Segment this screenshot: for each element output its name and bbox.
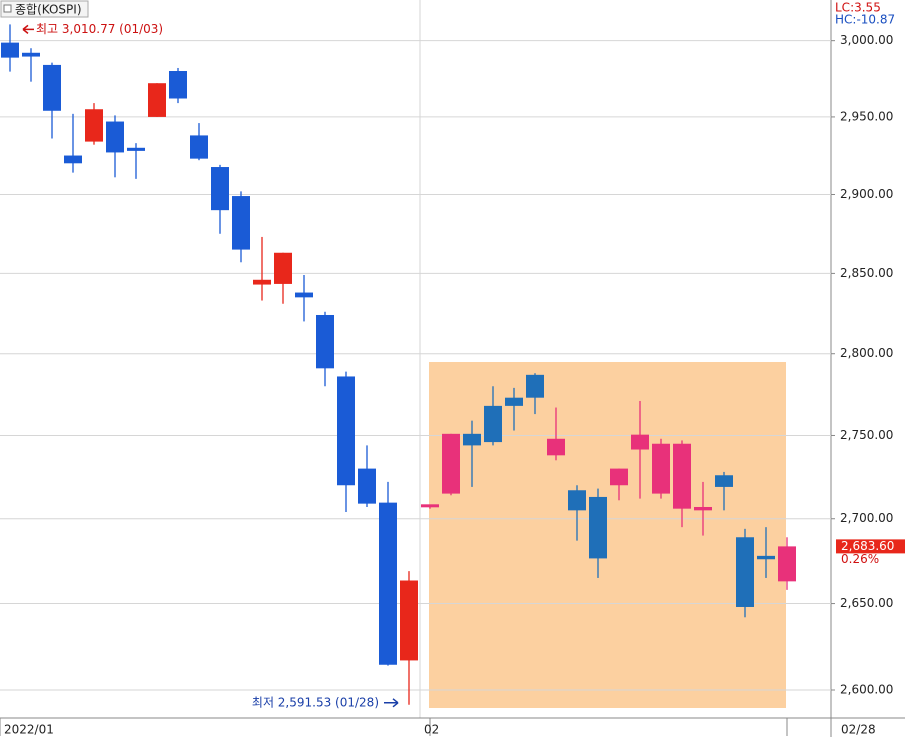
candle-body (232, 196, 250, 250)
candle-body (673, 443, 691, 509)
candle-body (379, 502, 397, 665)
y-tick-label: 2,750.00 (840, 428, 893, 442)
candle-body (43, 64, 61, 111)
candle-body (127, 147, 145, 151)
y-tick-label: 2,900.00 (840, 187, 893, 201)
candle-body (358, 468, 376, 504)
candle-body (190, 135, 208, 159)
candle-body (652, 443, 670, 494)
lc-label: LC:3.55 (835, 1, 881, 15)
x-tick-label: 02 (424, 723, 439, 737)
candle-body (736, 537, 754, 607)
candle-body (694, 506, 712, 511)
candle-body (547, 438, 565, 456)
change-label: 0.26% (841, 552, 879, 566)
y-tick-label: 2,600.00 (840, 682, 893, 696)
candle-body (274, 252, 292, 284)
y-tick-label: 2,950.00 (840, 109, 893, 123)
candle-body (505, 397, 523, 406)
annotation-arrow (22, 24, 34, 34)
candle-body (589, 496, 607, 559)
candle-body (568, 490, 586, 511)
candle-body (778, 546, 796, 582)
candle-body (400, 580, 418, 661)
title-box[interactable] (0, 0, 89, 18)
x-tick-label: 02/28 (841, 723, 876, 737)
title-icon (3, 4, 12, 13)
candle-body (463, 433, 481, 446)
annotation: 최고 3,010.77 (01/03) (36, 22, 163, 36)
candle-body (421, 504, 439, 508)
candle-body (169, 71, 187, 99)
y-tick-label: 3,000.00 (840, 33, 893, 47)
y-tick-label: 2,800.00 (840, 346, 893, 360)
candle-body (106, 121, 124, 153)
y-tick-label: 2,700.00 (840, 511, 893, 525)
candle-body (610, 468, 628, 486)
candle-body (148, 83, 166, 117)
last-price-label: 2,683.60 (841, 539, 894, 553)
last-price-tag (836, 539, 905, 554)
candle-body (337, 376, 355, 486)
annotation: 최저 2,591.53 (01/28) (252, 695, 379, 709)
candle-body (316, 314, 334, 369)
candle-body (757, 555, 775, 560)
x-tick-label: 2022/01 (4, 723, 54, 737)
candle-body (484, 405, 502, 443)
candle-body (253, 279, 271, 285)
candle-body (442, 433, 460, 494)
chart-title: 종합(KOSPI) (15, 3, 82, 17)
candle-body (715, 475, 733, 487)
candle-body (295, 292, 313, 298)
hc-label: HC:-10.87 (835, 13, 895, 27)
highlight-region (429, 362, 786, 708)
candle-body (526, 374, 544, 398)
candle-body (1, 42, 19, 58)
y-tick-label: 2,650.00 (840, 596, 893, 610)
candle-body (211, 167, 229, 211)
annotation-arrow (384, 698, 399, 708)
y-tick-label: 2,850.00 (840, 266, 893, 280)
candle-body (85, 109, 103, 142)
candle-body (22, 52, 40, 57)
candle-body (631, 434, 649, 450)
candle-body (64, 155, 82, 164)
